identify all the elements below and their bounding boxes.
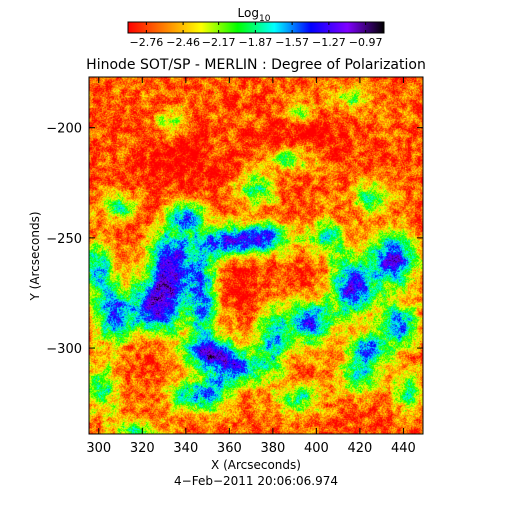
y-tick-label: −250 [46,232,82,247]
x-tick-label: 340 [173,441,198,456]
colorbar-gradient [127,21,385,34]
y-tick-label: −200 [46,122,82,137]
colorbar-tick-label: −1.57 [275,36,309,49]
colorbar-ticks: −2.76 −2.46 −2.17 −1.87 −1.57 −1.27 −0.97 [130,22,383,49]
colorbar-tick-label: −1.27 [312,36,346,49]
colorbar: Log10 −2.76 −2.46 −2.17 −1.87 −1.57 −1.27 −0.9… [127,6,385,49]
colorbar-tick-label: −2.76 [130,36,164,49]
x-axis-title: X (Arcseconds) [211,458,301,472]
x-tick-label: 320 [130,441,155,456]
colorbar-tick-label: −2.17 [202,36,236,49]
x-axis-ticks: 300 320 340 360 380 400 420 440 [86,77,416,456]
colorbar-label-subscript: 10 [259,14,271,24]
plot-frame [88,76,424,435]
x-tick-label: 420 [347,441,372,456]
colorbar-tick-label: −1.87 [239,36,273,49]
x-tick-label: 380 [260,441,285,456]
timestamp: 4−Feb−2011 20:06:06.974 [174,474,338,488]
heatmap-image [89,77,423,434]
x-tick-label: 360 [217,441,242,456]
colorbar-label: Log10 [238,6,271,24]
y-tick-label: −300 [46,342,82,357]
y-axis-ticks: −200 −250 −300 [46,122,423,357]
x-tick-label: 300 [86,441,111,456]
colorbar-tick-label: −2.46 [166,36,200,49]
chart-title: Hinode SOT/SP - MERLIN : Degree of Polar… [86,57,426,73]
colorbar-label-main: Log [238,6,259,20]
x-tick-label: 400 [304,441,329,456]
x-tick-label: 440 [391,441,416,456]
colorbar-tick-label: −0.97 [349,36,383,49]
plot-area: 300 320 340 360 380 400 420 440 −200 −250 −300 [46,76,424,456]
y-axis-title: Y (Arcseconds) [28,211,42,301]
